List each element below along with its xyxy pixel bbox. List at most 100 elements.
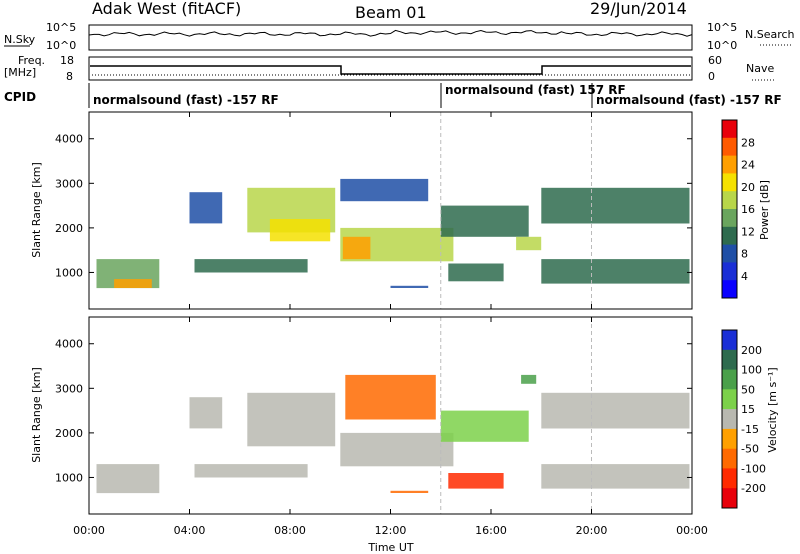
data-band (247, 392, 336, 447)
colorbar-tick-label: -15 (741, 423, 759, 436)
colorbar-swatch (722, 173, 737, 192)
ytick-label: 1000 (55, 266, 83, 279)
colorbar-tick-label: 8 (741, 248, 748, 261)
freq-panel: Freq. [MHz] 18 8 60 0 Nave (4, 54, 776, 83)
colorbar-swatch (722, 137, 737, 157)
colorbar-tick-label: 15 (741, 403, 755, 416)
colorbar-tick-label: 4 (741, 270, 748, 283)
colorbar-tick-label: 200 (741, 344, 762, 357)
power-colorbar: Power [dB] 28 24 20 16 12 8 4 (721, 119, 771, 299)
velocity-data-layer (96, 317, 690, 514)
data-band (345, 374, 436, 420)
colorbar-swatch (722, 262, 737, 281)
xtick-label: 12:00 (375, 524, 407, 537)
colorbar-tick-label: 100 (741, 364, 762, 377)
xtick-label: 00:00 (676, 524, 708, 537)
colorbar-swatch (722, 280, 737, 299)
data-band (440, 205, 529, 237)
xtick-label: 16:00 (475, 524, 507, 537)
data-band (448, 473, 504, 489)
beam-title: Beam 01 (355, 3, 427, 22)
data-band (541, 187, 690, 224)
colorbar-swatch (722, 369, 737, 390)
nave-tick-bottom: 0 (708, 70, 715, 83)
data-band (96, 464, 160, 494)
data-band (440, 410, 529, 442)
colorbar-swatch (722, 226, 737, 246)
colorbar-swatch (722, 244, 737, 263)
nave-label: Nave (746, 62, 774, 75)
xtick-label: 20:00 (576, 524, 608, 537)
data-band (114, 279, 152, 288)
colorbar-swatch (722, 428, 737, 450)
nsky-trace (88, 29, 693, 37)
time-axis: 00:00 04:00 08:00 12:00 16:00 20:00 00:00 (73, 112, 708, 537)
colorbar-swatch (722, 409, 737, 430)
freq-panel-frame (88, 56, 693, 81)
colorbar-swatch (722, 120, 737, 139)
ytick-label: 1000 (55, 471, 83, 484)
power-ylabel: Slant Range [km] (30, 162, 43, 258)
cpid-segment-1: normalsound (fast) -157 RF (93, 93, 279, 107)
data-band (189, 397, 223, 429)
colorbar-tick-label: 12 (741, 225, 755, 238)
colorbar-tick-label: -100 (741, 462, 766, 475)
time-axis-label: Time UT (367, 541, 413, 554)
data-band (189, 192, 223, 224)
ytick-label: 4000 (55, 133, 83, 146)
colorbar-frame (721, 329, 738, 509)
colorbar-swatch (722, 155, 737, 174)
xtick-label: 04:00 (174, 524, 206, 537)
xtick-label: 08:00 (274, 524, 306, 537)
date-title: 29/Jun/2014 (590, 0, 687, 18)
site-title: Adak West (fitACF) (92, 0, 241, 18)
data-band (194, 464, 308, 478)
colorbar-tick-label: 24 (741, 159, 755, 172)
nsearch-label: N.Search (745, 28, 795, 41)
colorbar-tick-label: 20 (741, 181, 755, 194)
colorbar-swatch (722, 330, 737, 351)
power-colorbar-label: Power [dB] (758, 180, 771, 240)
noise-tick-left-top: 10^5 (46, 21, 76, 34)
colorbar-swatch (722, 349, 737, 371)
velocity-colorbar-label: Velocity [m s⁻¹] (766, 367, 779, 452)
data-band (340, 178, 429, 202)
nave-tick-top: 60 (708, 54, 722, 67)
nsky-label: N.Sky (4, 33, 36, 46)
data-band (340, 432, 454, 467)
ytick-label: 2000 (55, 427, 83, 440)
colorbar-tick-label: 28 (741, 136, 755, 149)
freq-tick-top: 18 (60, 54, 74, 67)
colorbar-frame (721, 119, 738, 299)
velocity-colorbar: Velocity [m s⁻¹] 200 100 50 15 -15 -50 -100 -20… (721, 329, 779, 509)
cpid-label: CPID (4, 90, 36, 104)
noise-tick-right-top: 10^5 (707, 21, 737, 34)
velocity-ylabel: Slant Range [km] (30, 367, 43, 463)
colorbar-tick-label: -50 (741, 443, 759, 456)
colorbar-tick-label: 16 (741, 203, 755, 216)
colorbar-swatch (722, 389, 737, 410)
cpid-segment-3: normalsound (fast) -157 RF (596, 93, 782, 107)
ytick-label: 4000 (55, 338, 83, 351)
data-band (521, 374, 537, 384)
colorbar-tick-label: -200 (741, 482, 766, 495)
data-band (269, 219, 331, 242)
colorbar-tick-label: 50 (741, 383, 755, 396)
freq-tick-bottom: 8 (66, 70, 73, 83)
data-band (390, 285, 429, 288)
freq-unit: [MHz] (4, 66, 36, 79)
colorbar-swatch (722, 191, 737, 210)
noise-panel: N.Sky 10^5 10^0 10^5 10^0 N.Search (4, 21, 795, 52)
noise-panel-frame (88, 24, 693, 51)
velocity-yaxis: 1000 2000 3000 4000 (55, 338, 692, 484)
data-band (342, 236, 371, 260)
data-band (194, 259, 308, 273)
freq-label: Freq. (18, 54, 45, 67)
noise-tick-right-bottom: 10^0 (707, 39, 737, 52)
xtick-label: 00:00 (73, 524, 105, 537)
data-band (541, 464, 690, 489)
data-band (390, 490, 429, 493)
ytick-label: 3000 (55, 382, 83, 395)
